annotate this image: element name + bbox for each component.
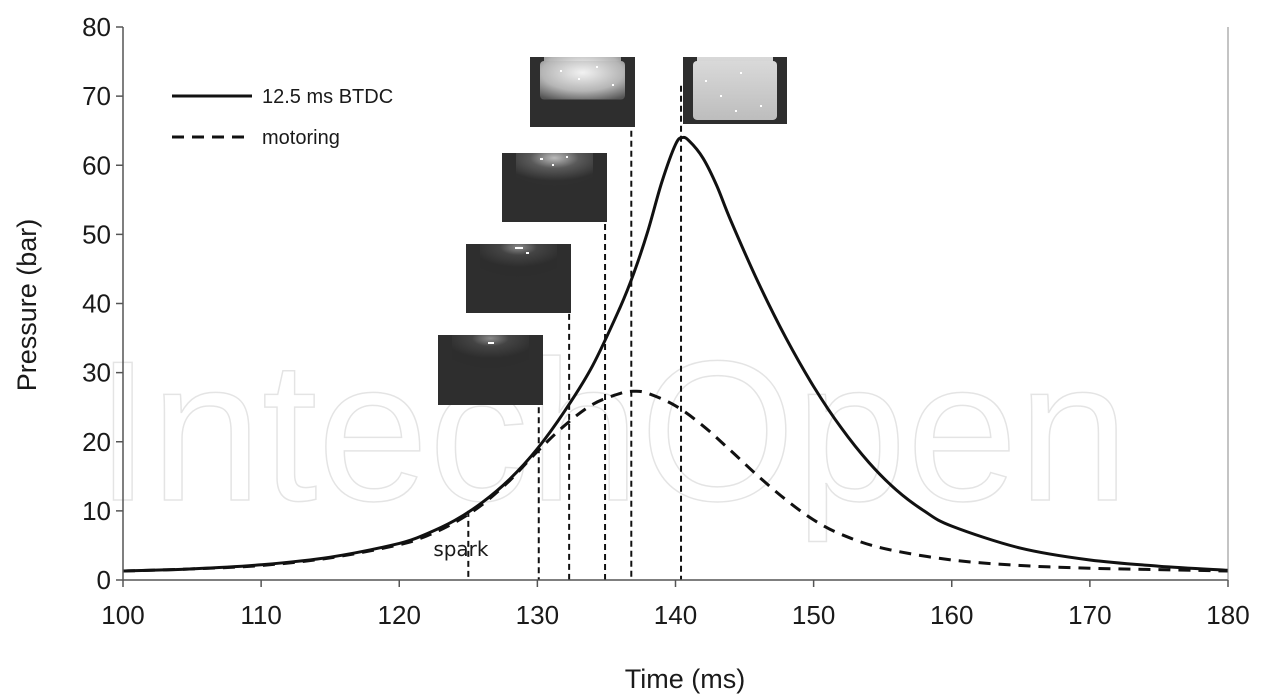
x-tick-label: 180 <box>1206 600 1249 630</box>
y-tick-label: 20 <box>82 427 111 457</box>
x-tick-label: 100 <box>101 600 144 630</box>
combustion-frame-5 <box>683 57 787 124</box>
legend-label-motoring: motoring <box>262 127 340 149</box>
watermark-text: IntechOpen <box>95 320 1129 543</box>
combustion-frames <box>438 57 787 405</box>
x-tick-label: 160 <box>930 600 973 630</box>
x-tick-label: 120 <box>378 600 421 630</box>
spark-label: spark <box>433 537 489 561</box>
y-tick-label: 70 <box>82 81 111 111</box>
y-tick-label: 40 <box>82 289 111 319</box>
y-tick-label: 0 <box>97 565 111 595</box>
series-line-btdc <box>122 135 1229 573</box>
x-tick-label: 150 <box>792 600 835 630</box>
x-axis-title: Time (ms) <box>625 664 745 694</box>
data-series <box>122 135 1229 573</box>
legend: 12.5 ms BTDC motoring <box>172 86 393 149</box>
y-tick-label: 80 <box>82 12 111 42</box>
y-tick-label: 10 <box>82 496 111 526</box>
x-tick-labels: 100 110 120 130 140 150 160 170 180 <box>101 580 1250 630</box>
y-axis-title: Pressure (bar) <box>12 219 42 392</box>
x-tick-label: 140 <box>654 600 697 630</box>
legend-label-btdc: 12.5 ms BTDC <box>262 86 393 108</box>
combustion-frame-1 <box>438 335 543 405</box>
combustion-frame-2 <box>466 244 571 313</box>
series-line-motoring <box>122 389 1229 573</box>
y-tick-label: 30 <box>82 358 111 388</box>
combustion-frame-3 <box>502 153 607 222</box>
x-tick-label: 110 <box>240 600 281 630</box>
x-tick-label: 170 <box>1068 600 1111 630</box>
combustion-frame-4 <box>530 57 635 127</box>
y-tick-label: 50 <box>82 219 111 249</box>
event-markers: spark <box>433 85 683 580</box>
y-tick-label: 60 <box>82 150 111 180</box>
y-tick-labels: 0 10 20 30 40 50 60 70 80 <box>82 12 123 595</box>
x-tick-label: 130 <box>516 600 559 630</box>
